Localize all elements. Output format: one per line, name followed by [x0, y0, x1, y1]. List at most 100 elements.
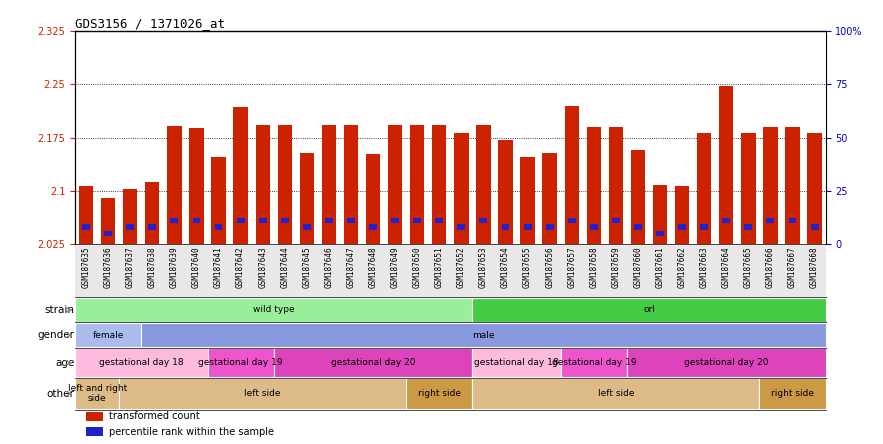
Bar: [391, 218, 399, 223]
Text: GSM187646: GSM187646: [324, 246, 334, 288]
Bar: [189, 127, 204, 244]
Text: percentile rank within the sample: percentile rank within the sample: [109, 427, 274, 437]
Text: GSM187650: GSM187650: [412, 246, 422, 288]
Text: GSM187656: GSM187656: [545, 246, 555, 288]
Bar: [321, 126, 336, 244]
Bar: [75, 349, 208, 377]
Bar: [435, 218, 443, 223]
Bar: [608, 127, 623, 244]
Bar: [406, 378, 472, 409]
Bar: [479, 218, 487, 223]
Text: GSM187663: GSM187663: [699, 246, 709, 288]
Bar: [678, 225, 686, 230]
Text: GSM187645: GSM187645: [302, 246, 312, 288]
Bar: [215, 225, 223, 230]
Text: GSM187652: GSM187652: [457, 246, 466, 288]
Bar: [520, 157, 535, 244]
Bar: [101, 198, 116, 244]
Text: strain: strain: [45, 305, 74, 315]
Text: GSM187649: GSM187649: [390, 246, 400, 288]
Text: gestational day 20: gestational day 20: [684, 358, 768, 367]
Text: left side: left side: [598, 389, 634, 398]
Bar: [630, 150, 645, 244]
Bar: [454, 133, 469, 244]
Bar: [277, 126, 292, 244]
Bar: [612, 218, 620, 223]
Bar: [192, 218, 200, 223]
Bar: [87, 427, 103, 436]
Text: GSM187654: GSM187654: [501, 246, 510, 288]
Bar: [502, 225, 509, 230]
Text: female: female: [93, 331, 124, 340]
Text: GSM187665: GSM187665: [743, 246, 753, 288]
Text: GSM187636: GSM187636: [103, 246, 113, 288]
Bar: [432, 126, 447, 244]
Text: GSM187659: GSM187659: [611, 246, 621, 288]
Bar: [634, 225, 642, 230]
Text: GSM187635: GSM187635: [81, 246, 91, 288]
Bar: [542, 153, 557, 244]
Text: gender: gender: [38, 330, 74, 340]
Bar: [763, 127, 778, 244]
Text: wild type: wild type: [253, 305, 295, 314]
Text: GSM187660: GSM187660: [633, 246, 643, 288]
Bar: [811, 225, 819, 230]
Text: male: male: [472, 331, 494, 340]
Bar: [744, 225, 752, 230]
Text: GSM187662: GSM187662: [677, 246, 687, 288]
Bar: [281, 218, 289, 223]
Bar: [366, 154, 381, 244]
Text: GSM187667: GSM187667: [788, 246, 797, 288]
Text: right side: right side: [418, 389, 461, 398]
Text: orl: orl: [643, 305, 655, 314]
Bar: [807, 133, 822, 244]
Text: GSM187640: GSM187640: [192, 246, 201, 288]
Text: gestational day 19: gestational day 19: [552, 358, 636, 367]
Bar: [627, 349, 826, 377]
Bar: [568, 218, 576, 223]
Text: GSM187638: GSM187638: [147, 246, 157, 288]
Bar: [347, 218, 355, 223]
Bar: [590, 225, 598, 230]
Text: GSM187642: GSM187642: [236, 246, 245, 288]
Text: GDS3156 / 1371026_at: GDS3156 / 1371026_at: [75, 17, 225, 30]
Bar: [656, 231, 664, 236]
Bar: [303, 225, 311, 230]
Bar: [75, 297, 472, 322]
Text: GSM187647: GSM187647: [346, 246, 356, 288]
Bar: [457, 225, 465, 230]
Text: GSM187644: GSM187644: [280, 246, 290, 288]
Bar: [741, 133, 756, 244]
Text: GSM187651: GSM187651: [434, 246, 444, 288]
Bar: [87, 412, 103, 421]
Bar: [208, 349, 274, 377]
Bar: [369, 225, 377, 230]
Bar: [299, 153, 314, 244]
Text: GSM187657: GSM187657: [567, 246, 577, 288]
Bar: [722, 218, 730, 223]
Bar: [170, 218, 178, 223]
Text: gestational day 19: gestational day 19: [199, 358, 283, 367]
Bar: [697, 133, 712, 244]
Bar: [700, 225, 708, 230]
Text: gestational day 20: gestational day 20: [331, 358, 415, 367]
Bar: [75, 323, 141, 347]
Bar: [274, 349, 472, 377]
Bar: [653, 185, 668, 244]
Bar: [524, 225, 532, 230]
Bar: [476, 126, 491, 244]
Text: GSM187655: GSM187655: [523, 246, 532, 288]
Bar: [79, 186, 94, 244]
Bar: [145, 182, 160, 244]
Bar: [472, 378, 759, 409]
Bar: [75, 378, 119, 409]
Bar: [789, 218, 796, 223]
Text: GSM187661: GSM187661: [655, 246, 665, 288]
Bar: [123, 189, 138, 244]
Bar: [259, 218, 267, 223]
Text: other: other: [47, 388, 74, 399]
Bar: [675, 186, 690, 244]
Text: GSM187666: GSM187666: [766, 246, 775, 288]
Bar: [233, 107, 248, 244]
Bar: [255, 126, 270, 244]
